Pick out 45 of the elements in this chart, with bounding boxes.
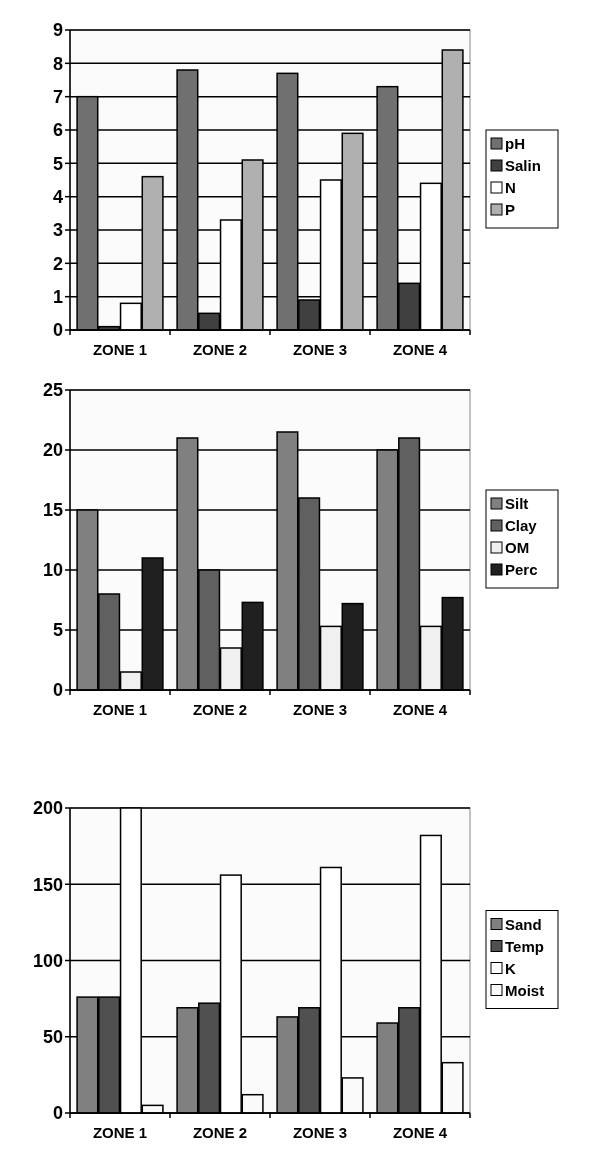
y-tick-label: 6 (52, 120, 63, 141)
y-tick-label: 9 (52, 20, 63, 41)
y-tick-label: 3 (52, 220, 63, 241)
x-tick-label: ZONE 4 (392, 1124, 448, 1141)
y-tick-label: 0 (52, 320, 63, 341)
legend-label: Clay (505, 517, 538, 535)
x-tick-label: ZONE 2 (192, 1124, 248, 1141)
y-tick-label: 5 (52, 620, 63, 641)
y-tick-label: 0 (52, 1103, 63, 1124)
x-tick-label: ZONE 3 (292, 341, 348, 358)
legend-label: Moist (505, 981, 545, 999)
y-tick-label: 50 (42, 1027, 63, 1048)
y-tick-label: 20 (42, 440, 63, 461)
y-tick-label: 150 (32, 874, 63, 895)
y-tick-label: 25 (42, 380, 63, 401)
x-tick-label: ZONE 4 (392, 341, 448, 358)
y-tick-label: 15 (42, 500, 63, 521)
legend-label: pH (505, 135, 525, 153)
legend-label: OM (505, 539, 530, 557)
legend-label: P (505, 201, 516, 219)
legend-label: Perc (505, 561, 538, 579)
x-tick-label: ZONE 3 (292, 1124, 348, 1141)
legend-label: Sand (505, 915, 542, 933)
x-tick-label: ZONE 3 (292, 701, 348, 718)
legend-label: Silt (505, 495, 529, 513)
y-tick-label: 5 (52, 153, 63, 174)
x-tick-label: ZONE 4 (392, 701, 448, 718)
y-tick-label: 10 (42, 560, 63, 581)
legend-label: K (505, 959, 516, 977)
x-tick-label: ZONE 1 (92, 341, 148, 358)
x-tick-label: ZONE 1 (92, 701, 148, 718)
y-tick-label: 200 (32, 798, 63, 819)
y-tick-label: 0 (52, 680, 63, 701)
y-tick-label: 8 (52, 53, 63, 74)
legend-label: Salin (505, 157, 541, 175)
y-tick-label: 100 (32, 950, 63, 971)
y-tick-label: 1 (52, 286, 63, 307)
y-tick-label: 4 (52, 186, 63, 207)
legend-label: Temp (505, 937, 544, 955)
x-tick-label: ZONE 2 (192, 341, 248, 358)
y-tick-label: 7 (52, 86, 63, 107)
x-tick-label: ZONE 2 (192, 701, 248, 718)
legend-label: N (505, 179, 516, 197)
y-tick-label: 2 (52, 253, 63, 274)
x-tick-label: ZONE 1 (92, 1124, 148, 1141)
